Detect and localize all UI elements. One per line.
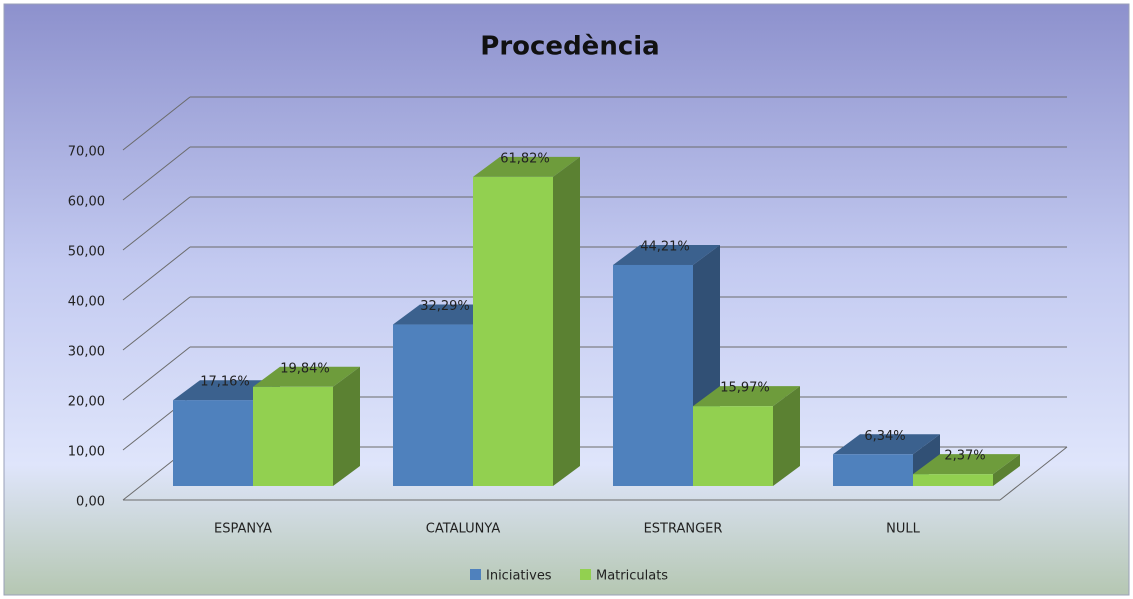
bar-side (553, 156, 580, 486)
bar-side (773, 386, 800, 486)
grid-line-side (122, 296, 191, 351)
bar-top (693, 386, 800, 407)
bar (613, 264, 693, 486)
x-tick-label: ESPANYA (214, 522, 272, 537)
data-label: 32,29% (420, 299, 470, 314)
bar-top (253, 366, 360, 387)
y-tick-label: 60,00 (68, 195, 105, 210)
bar (173, 400, 253, 486)
floor-edge (999, 446, 1068, 501)
x-tick-label: CATALUNYA (426, 522, 501, 537)
grid-line-side (122, 96, 191, 151)
x-tick-label: ESTRANGER (644, 522, 723, 537)
data-label: 6,34% (864, 429, 905, 444)
y-tick-label: 20,00 (68, 395, 105, 410)
grid-line-side (122, 146, 191, 201)
bar (913, 474, 993, 486)
data-label: 15,97% (720, 381, 770, 396)
data-label: 61,82% (500, 151, 550, 166)
y-tick-label: 0,00 (76, 495, 105, 510)
bar (253, 386, 333, 486)
bar-top (613, 244, 720, 265)
bar (473, 176, 553, 486)
legend-label: Iniciatives (486, 569, 552, 584)
data-label: 17,16% (200, 375, 250, 390)
bar-side (333, 366, 360, 486)
bar-top (833, 434, 940, 455)
bar (693, 406, 773, 486)
grid-line-side (122, 246, 191, 301)
data-label: 44,21% (640, 239, 690, 254)
y-tick-label: 70,00 (68, 145, 105, 160)
legend-swatch (580, 569, 591, 580)
y-tick-label: 10,00 (68, 445, 105, 460)
y-tick-label: 50,00 (68, 245, 105, 260)
bar (833, 454, 913, 486)
chart-title: Procedència (480, 32, 659, 62)
grid-line-side (122, 346, 191, 401)
x-tick-label: NULL (886, 522, 920, 537)
y-tick-label: 40,00 (68, 295, 105, 310)
bar (393, 324, 473, 486)
grid-line-side (122, 196, 191, 251)
bar-side (993, 454, 1020, 486)
data-label: 19,84% (280, 361, 330, 376)
data-label: 2,37% (944, 449, 985, 464)
legend-label: Matriculats (596, 569, 668, 584)
bar-top (913, 454, 1020, 475)
legend-swatch (470, 569, 481, 580)
bar-top (473, 156, 580, 177)
y-tick-label: 30,00 (68, 345, 105, 360)
